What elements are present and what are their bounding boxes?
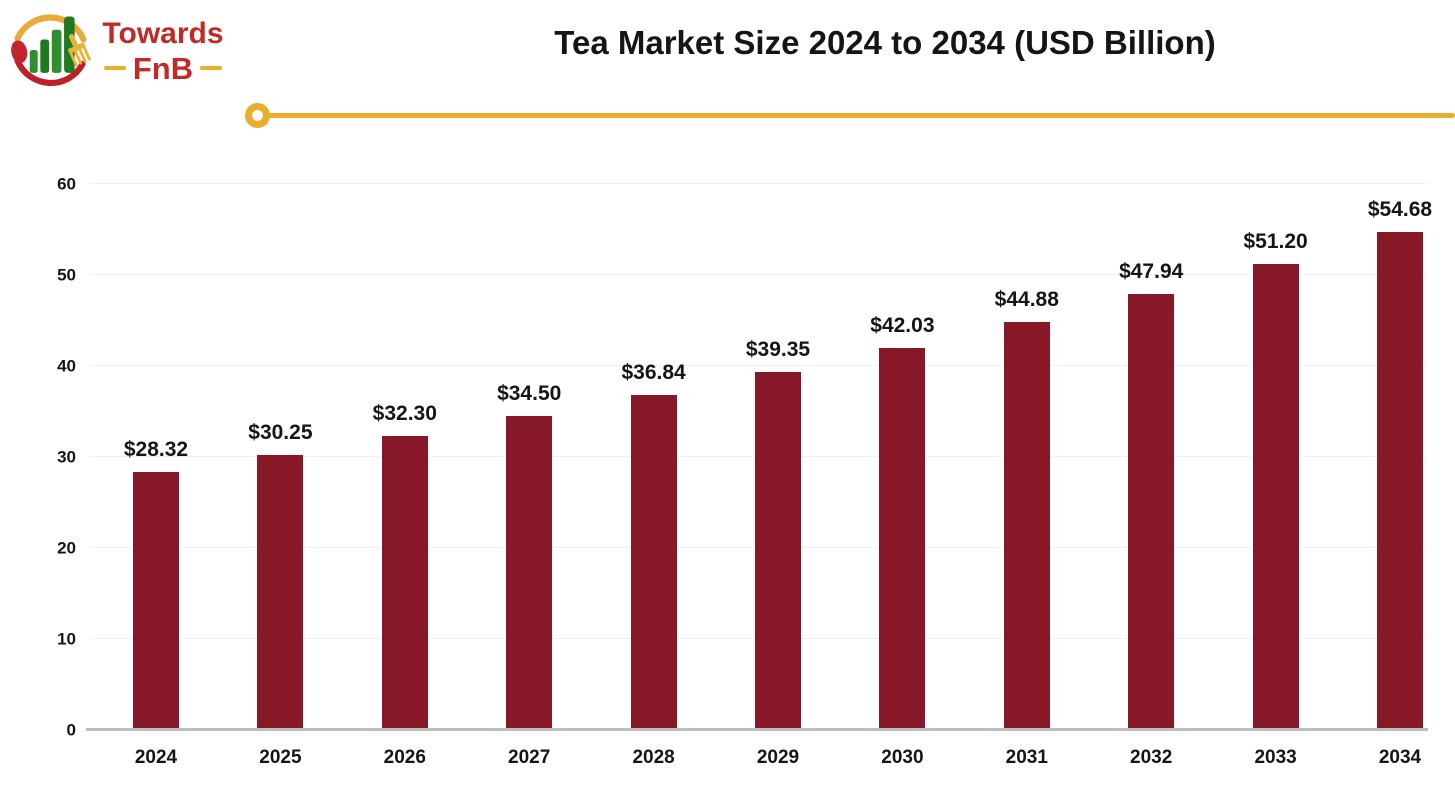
- bar-value-label: $44.88: [994, 287, 1059, 311]
- x-tick-label: 2027: [508, 747, 551, 768]
- bar: [133, 472, 179, 730]
- bar: [630, 394, 677, 730]
- bar-value-label: $47.94: [1119, 259, 1184, 283]
- logo-text: Towards FnB: [90, 18, 236, 84]
- logo: Towards FnB: [6, 6, 236, 98]
- x-tick-label: 2032: [1130, 747, 1173, 768]
- bar-value-label: $54.68: [1367, 198, 1433, 222]
- logo-dash-right-icon: [200, 66, 223, 70]
- gridline: [90, 183, 1428, 184]
- chart-title: Tea Market Size 2024 to 2034 (USD Billio…: [554, 24, 1216, 61]
- bar: [1003, 321, 1050, 730]
- x-tick-label: 2025: [259, 747, 302, 768]
- y-tick-label: 30: [57, 447, 76, 467]
- towards-fnb-logo-icon: [11, 14, 91, 87]
- logo-brand-name: Towards: [102, 17, 224, 50]
- bar: [1252, 264, 1299, 730]
- x-tick-label: 2028: [632, 747, 675, 768]
- logo-brand-sub-row: FnB: [90, 53, 236, 84]
- bar: [381, 436, 428, 730]
- x-tick-label: 2031: [1005, 747, 1048, 768]
- x-axis: 2024 2025 2026 2027 2028 2029 2030 2031 2032 2033…: [90, 747, 1428, 779]
- logo-brand-sub: FnB: [132, 50, 194, 86]
- plot-area: $28.32 $30.25 $32.30 $34.50 $36.84 $39.35 $42.…: [90, 183, 1432, 730]
- gridline: [90, 365, 1428, 366]
- x-tick-label: 2024: [134, 747, 178, 768]
- bar: [755, 371, 801, 730]
- bar-value-label: $39.35: [745, 337, 811, 361]
- x-tick-label: 2026: [383, 747, 426, 768]
- y-tick-label: 50: [57, 265, 76, 285]
- bar-value-label: $34.50: [497, 382, 562, 406]
- bar-value-label: $28.32: [123, 438, 189, 462]
- bar-value-label: $36.84: [621, 360, 686, 384]
- gridline: [90, 274, 1428, 275]
- bar: [257, 454, 304, 730]
- title-divider-line: [268, 113, 1455, 118]
- logo-dash-left-icon: [103, 66, 126, 70]
- y-axis: 0 10 20 30 40 50 60: [0, 176, 76, 739]
- bar-value-label: $30.25: [248, 420, 313, 444]
- bar: [1377, 232, 1423, 730]
- y-tick-label: 0: [66, 720, 76, 740]
- bar-value-label: $32.30: [372, 402, 437, 426]
- y-tick-label: 60: [57, 174, 76, 194]
- x-tick-label: 2030: [881, 747, 924, 768]
- bar: [506, 416, 553, 730]
- y-tick-label: 10: [57, 629, 76, 649]
- bar-value-label: $42.03: [870, 313, 935, 337]
- x-tick-label: 2033: [1254, 747, 1297, 768]
- bar: [879, 347, 926, 730]
- y-tick-label: 40: [57, 356, 76, 376]
- bar-value-label: $51.20: [1243, 230, 1308, 254]
- x-tick-label: 2029: [756, 747, 800, 768]
- divider-ring-icon: [245, 103, 270, 128]
- x-axis-baseline: [86, 728, 1428, 731]
- bar: [1128, 293, 1175, 730]
- y-tick-label: 20: [57, 538, 76, 558]
- x-tick-label: 2034: [1378, 747, 1422, 768]
